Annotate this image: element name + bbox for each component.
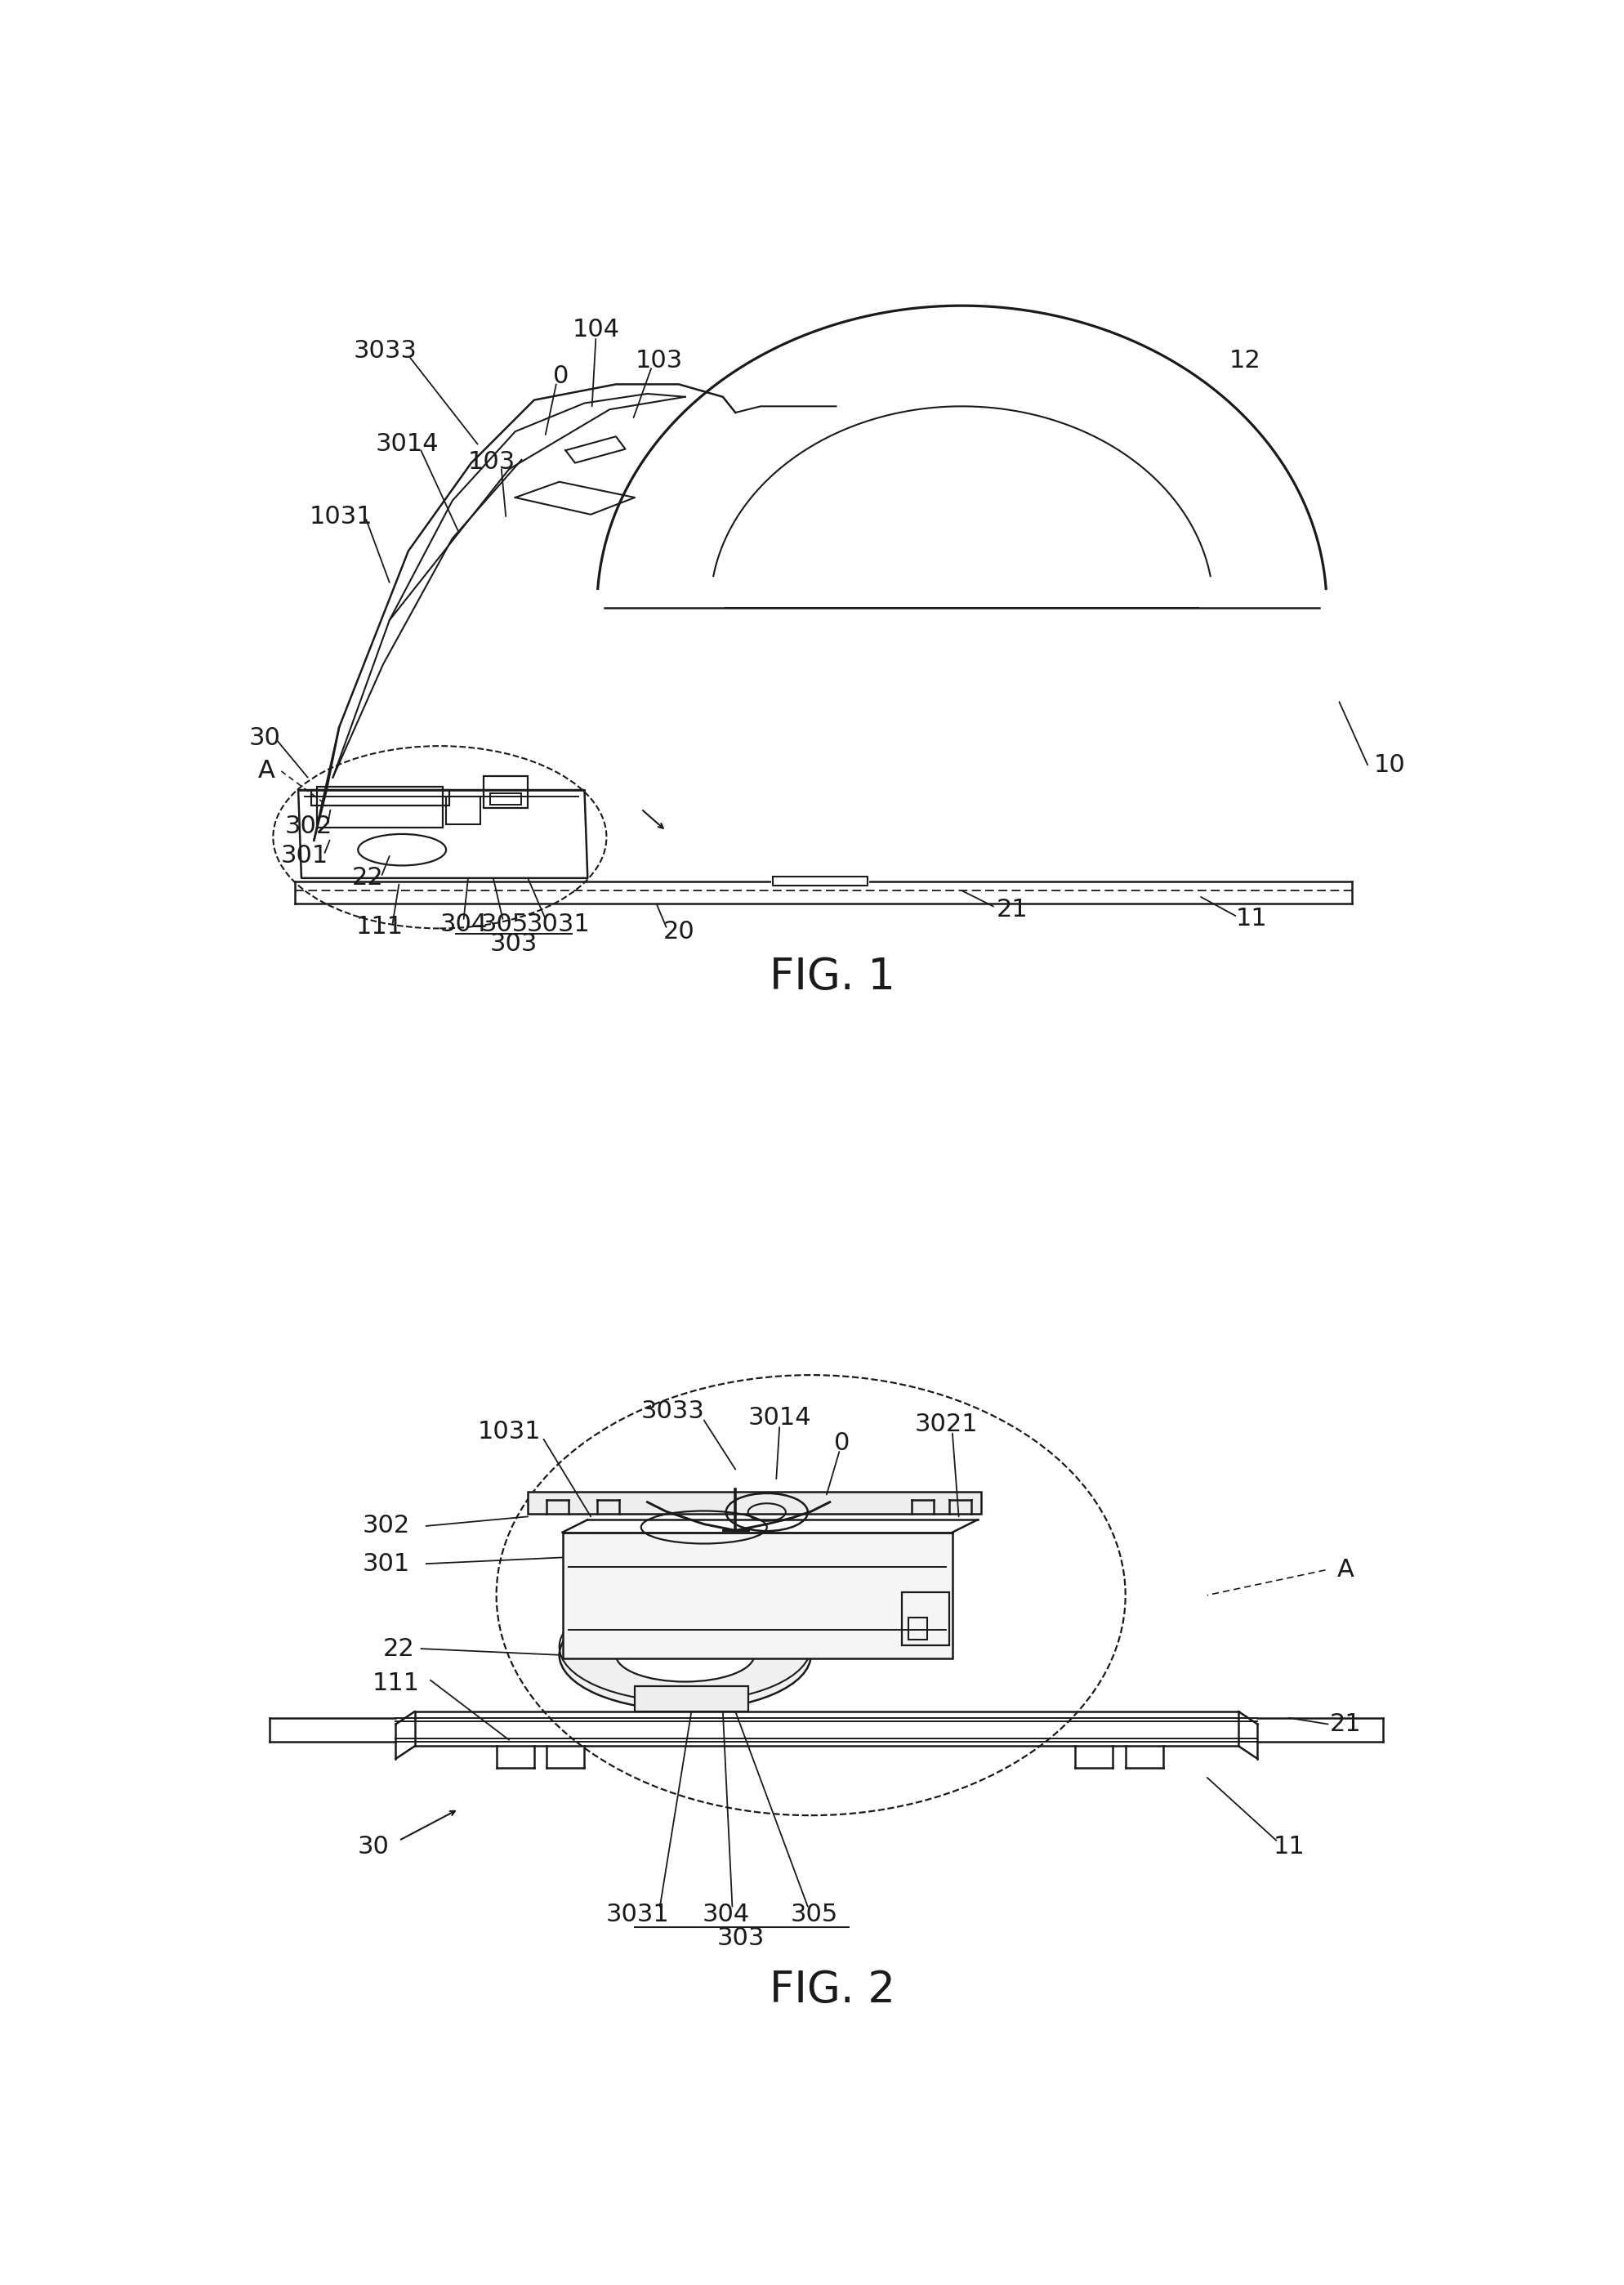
Text: 303: 303 bbox=[490, 932, 538, 955]
Text: FIG. 2: FIG. 2 bbox=[770, 1970, 895, 2011]
Text: 302: 302 bbox=[362, 1515, 411, 1538]
Text: 305: 305 bbox=[481, 912, 528, 937]
Text: 3033: 3033 bbox=[641, 1401, 705, 1424]
Text: 3014: 3014 bbox=[747, 1405, 810, 1430]
Text: 20: 20 bbox=[663, 919, 695, 944]
Text: 304: 304 bbox=[702, 1903, 750, 1926]
Text: 111: 111 bbox=[372, 1670, 419, 1695]
Text: 21: 21 bbox=[997, 898, 1028, 921]
Ellipse shape bbox=[559, 1600, 810, 1709]
FancyBboxPatch shape bbox=[635, 1686, 749, 1711]
Text: 11: 11 bbox=[1236, 907, 1267, 930]
Text: A: A bbox=[1337, 1558, 1354, 1581]
Text: 11: 11 bbox=[1273, 1835, 1304, 1858]
Text: 305: 305 bbox=[791, 1903, 838, 1926]
Text: 30: 30 bbox=[357, 1835, 390, 1858]
Text: 0: 0 bbox=[835, 1430, 851, 1456]
Text: 303: 303 bbox=[716, 1926, 765, 1949]
Text: 111: 111 bbox=[356, 916, 404, 939]
FancyBboxPatch shape bbox=[528, 1492, 981, 1513]
Text: 1031: 1031 bbox=[477, 1419, 541, 1444]
Text: 302: 302 bbox=[286, 816, 333, 839]
Text: 22: 22 bbox=[383, 1636, 414, 1661]
Text: 304: 304 bbox=[440, 912, 487, 937]
Text: 103: 103 bbox=[635, 350, 682, 372]
Text: 3031: 3031 bbox=[606, 1903, 669, 1926]
Text: 3021: 3021 bbox=[914, 1412, 978, 1435]
Text: 301: 301 bbox=[362, 1552, 411, 1577]
Ellipse shape bbox=[615, 1629, 754, 1682]
Text: 12: 12 bbox=[1229, 350, 1260, 372]
FancyBboxPatch shape bbox=[562, 1533, 952, 1659]
Text: 301: 301 bbox=[281, 843, 328, 868]
Text: 3031: 3031 bbox=[526, 912, 590, 937]
Text: 3014: 3014 bbox=[375, 432, 438, 457]
Text: FIG. 1: FIG. 1 bbox=[770, 955, 895, 999]
Text: 1031: 1031 bbox=[309, 505, 374, 528]
Text: 103: 103 bbox=[468, 450, 516, 473]
Text: 3033: 3033 bbox=[354, 338, 417, 363]
Text: 0: 0 bbox=[554, 363, 568, 388]
Text: A: A bbox=[258, 759, 276, 784]
Text: 22: 22 bbox=[352, 866, 383, 889]
Text: 10: 10 bbox=[1374, 754, 1405, 777]
Text: 21: 21 bbox=[1330, 1711, 1361, 1737]
Text: 104: 104 bbox=[572, 318, 619, 340]
Text: 30: 30 bbox=[248, 727, 281, 749]
